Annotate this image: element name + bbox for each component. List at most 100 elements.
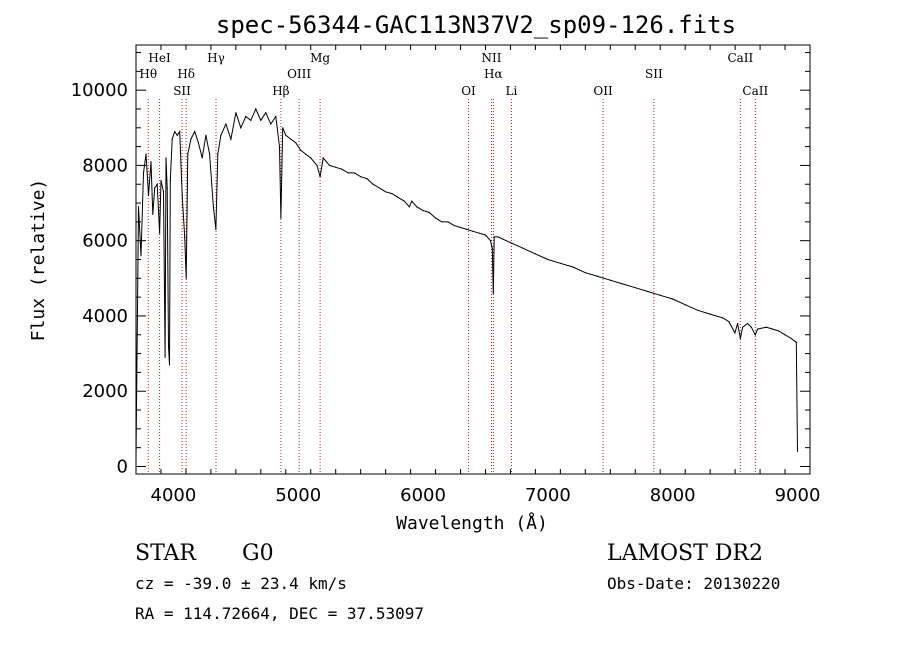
spectrum-point	[240, 127, 242, 129]
spectrum-point	[737, 322, 739, 325]
spectrum-point	[322, 157, 324, 159]
spectrum-point	[167, 345, 170, 347]
x-tick-label: 4000	[151, 485, 197, 506]
spectrum-point	[372, 183, 374, 185]
spectrum-point	[285, 134, 287, 136]
spectrum-point	[493, 236, 495, 238]
spectral-line-label: CaII	[727, 51, 753, 65]
spectrum-point	[168, 364, 171, 366]
spectrum-series-line	[135, 107, 798, 459]
spectrum-point	[215, 228, 217, 230]
spectrum-point	[484, 234, 487, 236]
obs-date-text: Obs-Date: 20130220	[607, 574, 780, 593]
spectrum-point	[217, 153, 219, 155]
y-tick-label: 2000	[82, 381, 128, 402]
spectrum-point	[142, 172, 145, 174]
spectrum-point	[156, 183, 158, 185]
spectral-line-label: Hβ	[272, 84, 289, 98]
spectrum-point	[179, 131, 181, 133]
spectrum-point	[491, 247, 493, 249]
spectrum-point	[522, 247, 524, 249]
spectrum-point	[757, 328, 759, 330]
spectrum-point	[672, 298, 674, 300]
spectrum-point	[734, 332, 736, 334]
spectrum-point	[742, 326, 744, 328]
spectrum-point	[684, 304, 686, 306]
spectrum-point	[145, 153, 147, 155]
spectrum-point	[441, 221, 443, 223]
x-axis-label: Wavelength (Å)	[396, 512, 548, 534]
spectrum-point	[378, 187, 380, 189]
spectrum-point	[280, 217, 282, 219]
spectrum-point	[534, 253, 537, 255]
spectrum-point	[275, 115, 277, 118]
spectrum-point	[187, 153, 189, 155]
spectral-line-label: Hγ	[207, 51, 225, 65]
spectrum-point	[245, 115, 247, 118]
spectrum-point	[360, 176, 362, 178]
y-tick-label: 8000	[82, 155, 128, 176]
spectrum-point	[295, 142, 297, 144]
chart-title: spec-56344-GAC113N37V2_sp09-126.fits	[216, 11, 736, 39]
spectrum-point	[547, 258, 549, 261]
spectrum-point	[584, 272, 586, 274]
spectrum-point	[478, 232, 480, 234]
spectrum-point	[659, 294, 661, 296]
object-subclass: G0	[242, 541, 274, 566]
spectrum-point	[790, 337, 792, 340]
y-tick-label: 0	[117, 456, 128, 477]
spectrum-point	[754, 334, 756, 336]
spectrum-point	[176, 134, 178, 136]
x-tick-label: 9000	[775, 485, 821, 506]
spectrum-point	[559, 262, 562, 264]
spectrum-point	[147, 194, 150, 197]
spectrum-point	[166, 187, 168, 189]
y-axis-label: Flux (relative)	[28, 179, 49, 342]
spectrum-point	[260, 119, 262, 121]
spectrum-point	[220, 134, 222, 136]
spectrum-point	[270, 123, 272, 125]
x-tick-label: 7000	[525, 485, 571, 506]
spectrum-point	[765, 326, 767, 328]
spectral-line-label: SII	[645, 67, 663, 81]
spectrum-point	[255, 108, 257, 110]
spectrum-point	[171, 138, 173, 140]
spectrum-point	[416, 206, 418, 208]
spectrum-point	[194, 131, 196, 133]
spectral-line-label: OII	[593, 84, 613, 98]
spectrum-point	[341, 168, 343, 170]
spectrum-point	[572, 266, 574, 268]
spectrum-point	[492, 292, 494, 294]
spectrum-point	[300, 149, 302, 151]
spectrum-point	[497, 236, 499, 238]
spectrum-point	[408, 206, 410, 208]
spectrum-point	[212, 206, 214, 208]
spectrum-point	[411, 200, 413, 202]
spectrum-point	[140, 255, 142, 257]
spectrum-point	[225, 123, 227, 125]
spectrum-point	[209, 153, 211, 155]
spectrum-point	[197, 142, 199, 144]
spectrum-point	[772, 328, 774, 330]
spectrum-point	[150, 161, 152, 163]
x-tick-label: 6000	[400, 485, 446, 506]
spectrum-point	[201, 157, 203, 159]
spectrum-point	[310, 157, 312, 159]
spectral-line-label: Mg	[310, 51, 330, 65]
spectrum-point	[385, 191, 387, 193]
spectrum-point	[366, 178, 368, 180]
y-tick-label: 6000	[82, 231, 128, 252]
spectral-line-label: OIII	[287, 67, 311, 81]
spectrum-point	[722, 317, 724, 319]
spectrum-point	[169, 179, 171, 182]
spectrum-point	[609, 279, 611, 281]
spectrum-point	[391, 193, 393, 195]
y-tick-label: 10000	[71, 80, 128, 101]
x-tick-label: 5000	[275, 485, 321, 506]
spectrum-point	[159, 232, 161, 234]
spectrum-point	[305, 153, 307, 155]
spectral-line-label: CaII	[742, 84, 768, 98]
spectrum-point	[795, 341, 797, 343]
spectrum-point	[709, 313, 711, 315]
